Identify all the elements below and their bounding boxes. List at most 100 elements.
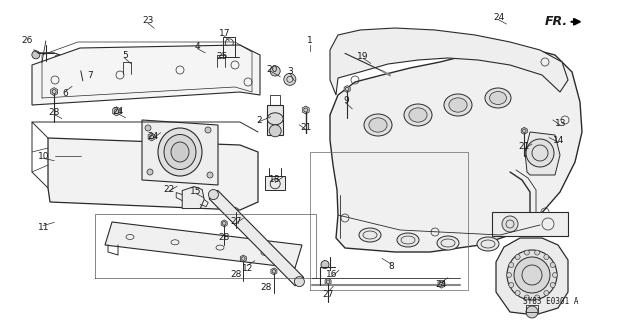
Ellipse shape (397, 233, 419, 247)
Ellipse shape (364, 114, 392, 136)
Circle shape (145, 125, 151, 131)
Circle shape (514, 257, 550, 293)
Polygon shape (48, 138, 258, 210)
Text: 18: 18 (269, 175, 281, 184)
Ellipse shape (437, 236, 459, 250)
Circle shape (544, 291, 549, 295)
Ellipse shape (164, 134, 196, 170)
Circle shape (524, 250, 529, 255)
Text: 2: 2 (257, 116, 262, 124)
Text: 4: 4 (195, 42, 200, 51)
Text: 6: 6 (62, 89, 69, 98)
Text: 14: 14 (553, 136, 564, 145)
Text: 28: 28 (230, 270, 241, 279)
Polygon shape (265, 176, 285, 190)
Polygon shape (267, 105, 283, 135)
Circle shape (534, 250, 540, 255)
Text: 26: 26 (21, 36, 32, 44)
Circle shape (526, 139, 554, 167)
Circle shape (284, 73, 296, 85)
Text: 25: 25 (216, 52, 227, 60)
Text: 3: 3 (287, 67, 294, 76)
Circle shape (509, 262, 514, 268)
Polygon shape (325, 278, 331, 285)
Text: 24: 24 (147, 132, 159, 140)
Circle shape (534, 295, 540, 300)
Circle shape (502, 216, 518, 232)
Polygon shape (521, 127, 527, 134)
Circle shape (207, 172, 213, 178)
Circle shape (524, 295, 529, 300)
Text: 22: 22 (163, 185, 175, 194)
Polygon shape (148, 133, 155, 141)
Circle shape (507, 250, 557, 300)
Text: 1: 1 (307, 36, 313, 45)
Text: 19: 19 (357, 52, 369, 60)
Text: 13: 13 (555, 119, 566, 128)
Text: 23: 23 (142, 16, 154, 25)
Text: 27: 27 (322, 290, 334, 299)
Text: 21: 21 (519, 142, 530, 151)
Polygon shape (344, 85, 350, 92)
Ellipse shape (444, 94, 472, 116)
Ellipse shape (158, 128, 202, 176)
Text: 5: 5 (122, 51, 128, 60)
Polygon shape (209, 190, 304, 286)
Circle shape (226, 50, 233, 56)
Text: 11: 11 (38, 223, 49, 232)
Polygon shape (271, 268, 277, 275)
Polygon shape (113, 107, 120, 116)
Text: 24: 24 (436, 280, 447, 289)
Polygon shape (105, 222, 302, 268)
Circle shape (208, 189, 218, 200)
Polygon shape (182, 187, 204, 209)
Polygon shape (221, 220, 227, 227)
Polygon shape (330, 28, 568, 95)
Polygon shape (142, 120, 218, 185)
Polygon shape (51, 88, 57, 96)
Text: 8: 8 (388, 262, 394, 271)
Text: 24: 24 (493, 13, 505, 22)
Circle shape (544, 254, 549, 260)
Polygon shape (492, 212, 568, 236)
Text: 9: 9 (343, 96, 349, 105)
Circle shape (147, 169, 153, 175)
Ellipse shape (404, 104, 432, 126)
Polygon shape (233, 207, 238, 213)
Text: 28: 28 (218, 233, 230, 242)
Ellipse shape (490, 92, 506, 105)
Circle shape (218, 61, 224, 67)
Text: 10: 10 (38, 152, 49, 161)
Circle shape (270, 66, 280, 76)
Text: 21: 21 (300, 123, 311, 132)
Circle shape (55, 55, 61, 61)
Polygon shape (303, 106, 309, 114)
Circle shape (506, 273, 512, 277)
Circle shape (269, 125, 281, 137)
Circle shape (205, 127, 211, 133)
Text: 20: 20 (266, 65, 278, 74)
Circle shape (515, 291, 520, 295)
Ellipse shape (485, 88, 511, 108)
Polygon shape (438, 280, 445, 288)
Ellipse shape (359, 228, 381, 242)
Text: 17: 17 (218, 29, 230, 38)
Text: 7: 7 (87, 71, 94, 80)
Polygon shape (525, 132, 560, 175)
Circle shape (550, 262, 555, 268)
Circle shape (552, 273, 557, 277)
Ellipse shape (449, 98, 467, 112)
Text: 27: 27 (230, 217, 241, 226)
Text: 24: 24 (112, 107, 124, 116)
Text: 16: 16 (326, 270, 337, 279)
Circle shape (321, 260, 329, 268)
Text: 15: 15 (190, 187, 202, 196)
Text: 28: 28 (261, 283, 272, 292)
Circle shape (32, 51, 40, 59)
Circle shape (509, 283, 514, 287)
Text: 28: 28 (48, 108, 60, 117)
Polygon shape (330, 48, 582, 252)
Ellipse shape (267, 113, 283, 125)
Polygon shape (32, 45, 260, 105)
Text: 12: 12 (241, 264, 253, 273)
